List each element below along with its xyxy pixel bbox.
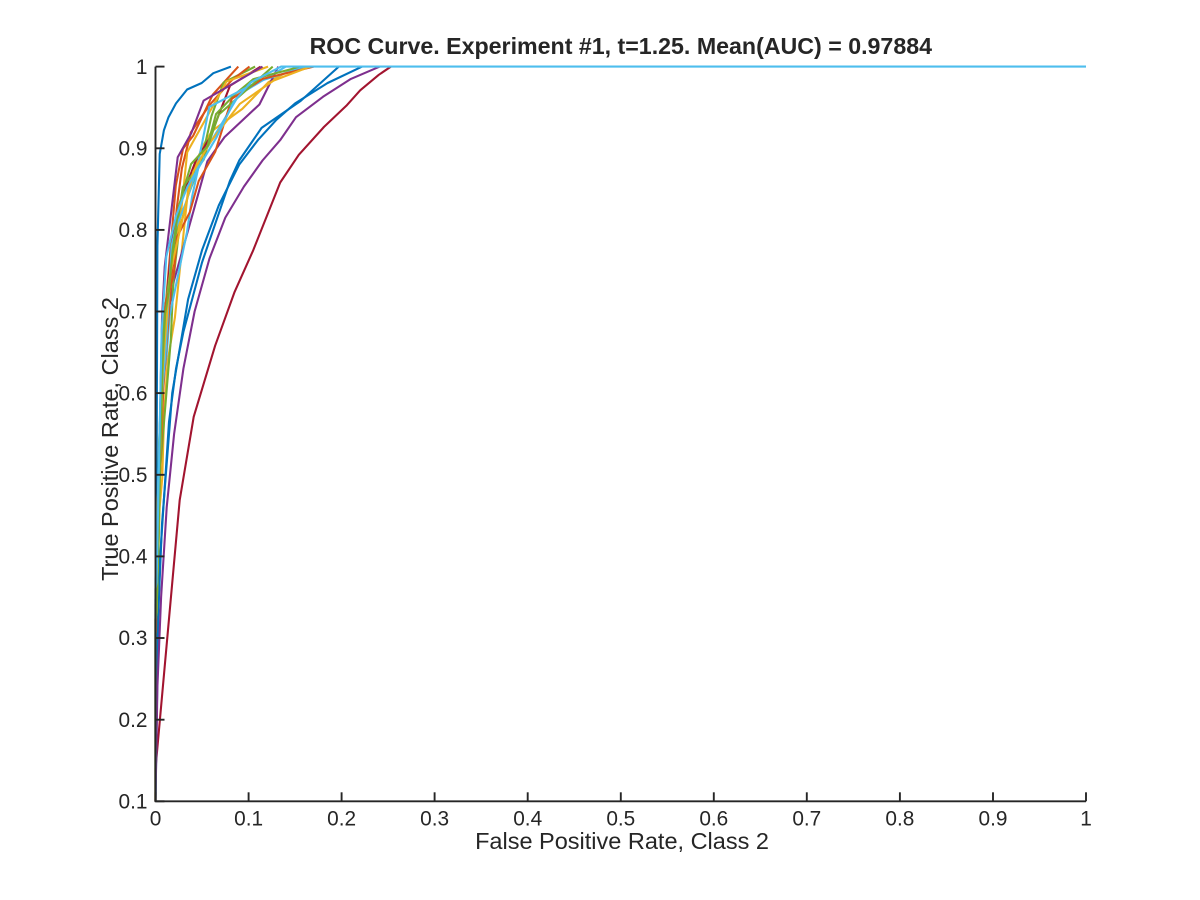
svg-text:0.1: 0.1 <box>234 808 263 831</box>
svg-text:0.7: 0.7 <box>792 808 821 831</box>
svg-text:ROC Curve. Experiment #1, t=1.: ROC Curve. Experiment #1, t=1.25. Mean(A… <box>310 33 933 59</box>
svg-text:0.1: 0.1 <box>119 791 148 814</box>
svg-text:0.4: 0.4 <box>119 546 148 569</box>
svg-text:0.2: 0.2 <box>327 808 356 831</box>
svg-text:1: 1 <box>1080 808 1092 831</box>
svg-text:True Positive Rate, Class 2: True Positive Rate, Class 2 <box>97 297 123 581</box>
svg-text:0.6: 0.6 <box>699 808 728 831</box>
svg-text:1: 1 <box>136 56 148 79</box>
svg-text:False Positive Rate, Class 2: False Positive Rate, Class 2 <box>475 828 769 854</box>
svg-text:0.9: 0.9 <box>119 138 148 161</box>
svg-text:0.2: 0.2 <box>119 709 148 732</box>
svg-text:0.9: 0.9 <box>979 808 1008 831</box>
svg-text:0.7: 0.7 <box>119 301 148 324</box>
svg-text:0.6: 0.6 <box>119 382 148 405</box>
svg-text:0.5: 0.5 <box>119 464 148 487</box>
svg-text:0: 0 <box>150 808 162 831</box>
svg-text:0.8: 0.8 <box>119 219 148 242</box>
svg-text:0.8: 0.8 <box>885 808 914 831</box>
svg-text:0.4: 0.4 <box>513 808 542 831</box>
svg-text:0.3: 0.3 <box>119 627 148 650</box>
svg-text:0.5: 0.5 <box>606 808 635 831</box>
svg-text:0.3: 0.3 <box>420 808 449 831</box>
